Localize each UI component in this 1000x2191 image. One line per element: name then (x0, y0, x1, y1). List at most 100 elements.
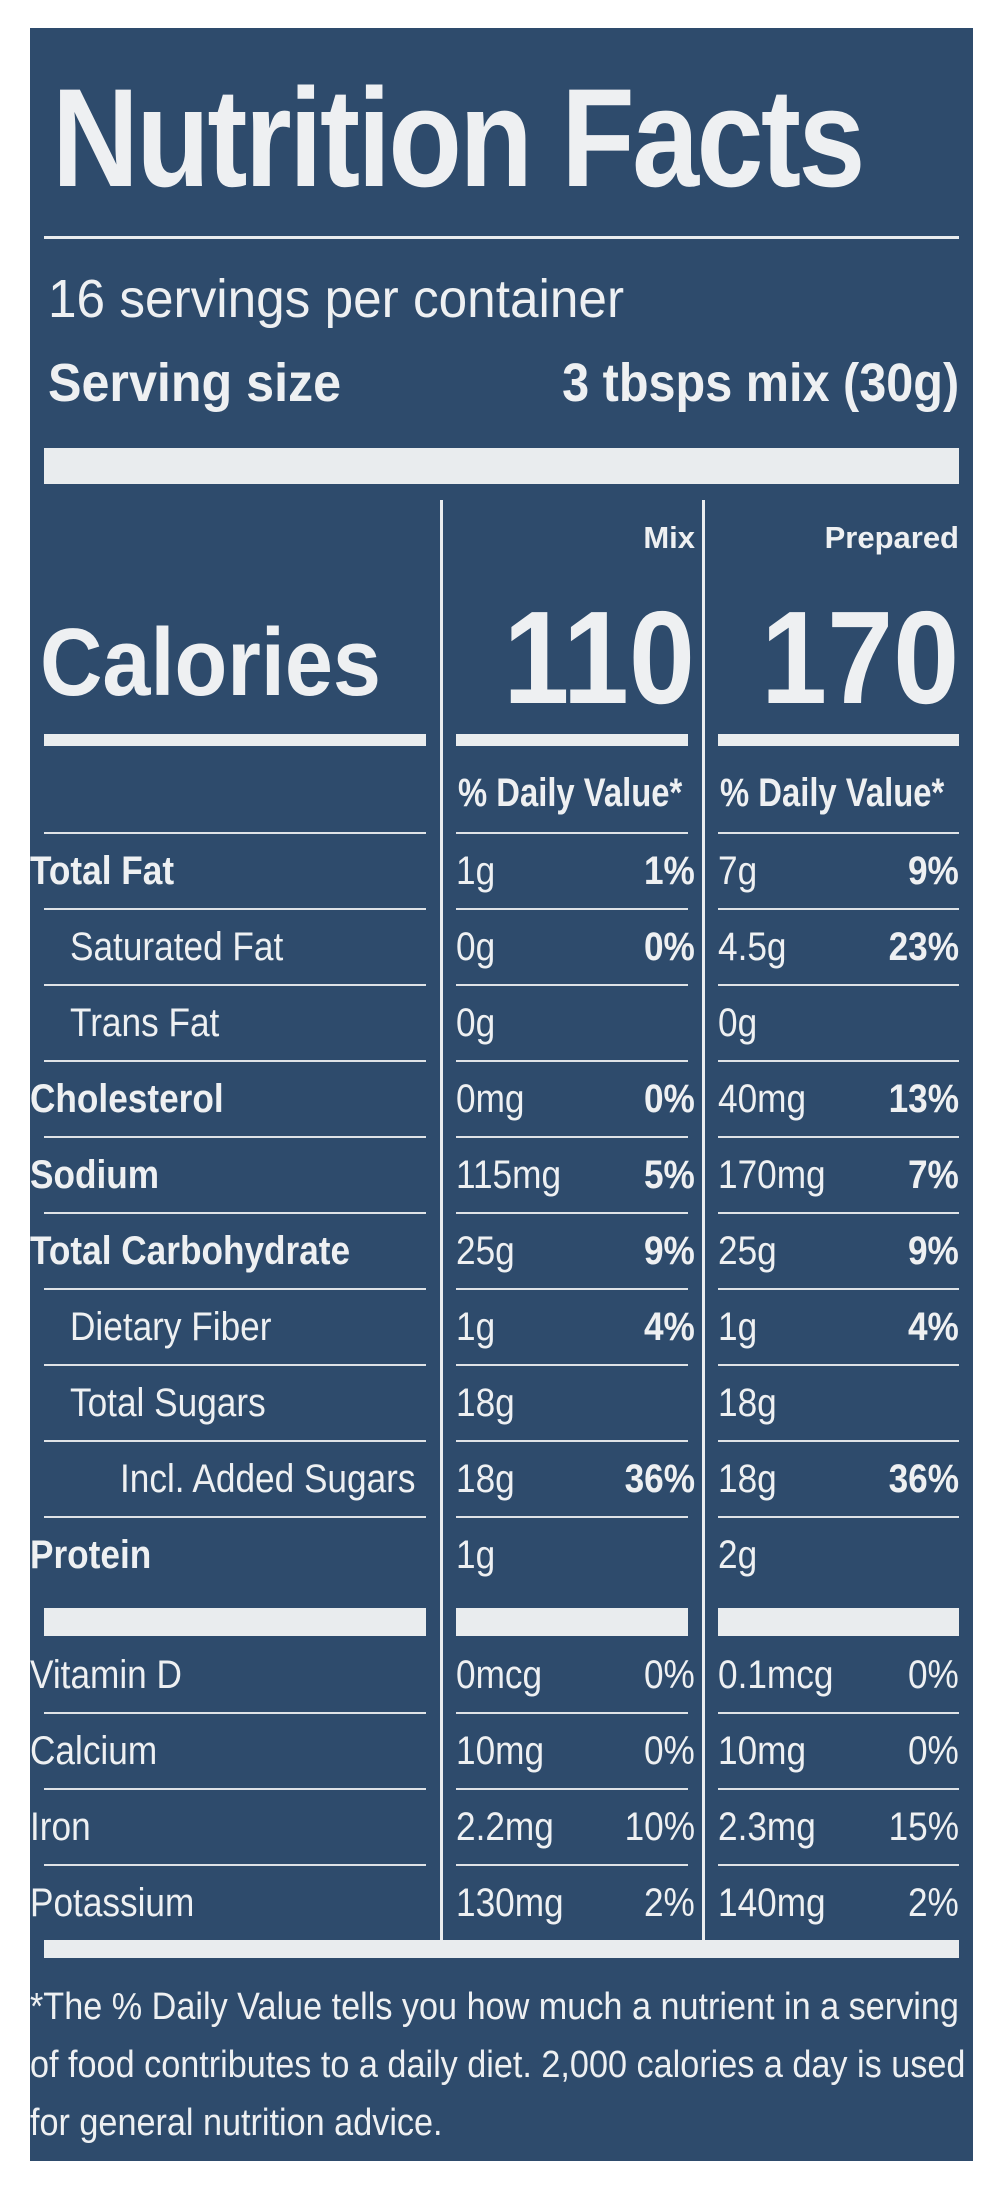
calories-prepared: 170 (760, 584, 959, 731)
serving-size-value: 3 tbsps mix (30g) (561, 353, 959, 413)
prepared-amount: 2.3mg (718, 1805, 816, 1849)
mix-amount: 0mcg (456, 1653, 543, 1697)
row-divider (44, 1212, 426, 1214)
row-divider (44, 908, 426, 910)
row-divider (456, 1712, 688, 1714)
mix-daily-value: 1% (644, 849, 695, 893)
row-divider (44, 1864, 426, 1866)
mix-daily-value: 0% (644, 1077, 695, 1121)
prepared-column-header: Prepared (824, 520, 959, 555)
vitamin-divider-bar-prepared (718, 1608, 959, 1636)
row-divider (718, 908, 959, 910)
daily-value-header-prepared: % Daily Value* (720, 771, 945, 815)
nutrient-name: Total Carbohydrate (30, 1229, 351, 1273)
mix-daily-value: 0% (644, 925, 695, 969)
row-divider (44, 1136, 426, 1138)
nutrient-name: Saturated Fat (70, 925, 284, 969)
row-divider (44, 984, 426, 986)
prepared-daily-value: 4% (908, 1305, 959, 1349)
footnote-line-1: *The % Daily Value tells you how much a … (30, 1986, 959, 2028)
row-divider (456, 984, 688, 986)
row-divider (456, 1212, 688, 1214)
row-divider (456, 1788, 688, 1790)
calories-divider-label (44, 734, 426, 746)
mix-amount: 10mg (456, 1729, 545, 1773)
row-divider (718, 984, 959, 986)
prepared-daily-value: 9% (908, 849, 959, 893)
mix-amount: 18g (456, 1457, 515, 1501)
mix-amount: 0g (456, 1001, 496, 1045)
prepared-amount: 1g (718, 1305, 758, 1349)
calories-mix: 110 (503, 584, 695, 731)
label-title: Nutrition Facts (52, 59, 865, 216)
row-divider (44, 1060, 426, 1062)
nutrient-name: Total Fat (30, 849, 175, 893)
nutrient-name: Cholesterol (30, 1077, 224, 1121)
prepared-daily-value: 0% (908, 1729, 959, 1773)
prepared-amount: 0.1mcg (718, 1653, 834, 1697)
nutrient-name: Potassium (30, 1881, 195, 1925)
nutrient-name: Sodium (30, 1153, 160, 1197)
prepared-column-divider (702, 500, 705, 1940)
row-divider (44, 1712, 426, 1714)
row-divider (456, 908, 688, 910)
prepared-daily-value: 23% (888, 925, 959, 969)
row-divider (44, 832, 426, 834)
prepared-daily-value: 0% (908, 1653, 959, 1697)
mix-daily-value: 4% (644, 1305, 695, 1349)
row-divider (718, 1440, 959, 1442)
mix-amount: 1g (456, 1305, 496, 1349)
row-divider (718, 1212, 959, 1214)
row-divider (456, 1288, 688, 1290)
nutrient-name: Protein (30, 1533, 152, 1577)
serving-size-label: Serving size (48, 353, 342, 413)
row-divider (718, 1516, 959, 1518)
row-divider (44, 1288, 426, 1290)
prepared-daily-value: 7% (908, 1153, 959, 1197)
row-divider (456, 1516, 688, 1518)
mix-amount: 1g (456, 849, 496, 893)
mix-daily-value: 2% (644, 1881, 695, 1925)
mix-daily-value: 10% (624, 1805, 695, 1849)
row-divider (44, 1516, 426, 1518)
nutrition-facts-panel: Nutrition Facts 16 servings per containe… (30, 28, 973, 2161)
row-divider (44, 1788, 426, 1790)
mix-amount: 1g (456, 1533, 496, 1577)
mix-column-divider (440, 500, 443, 1940)
row-divider (456, 1136, 688, 1138)
prepared-amount: 4.5g (718, 925, 787, 969)
footnote-line-2: of food contributes to a daily diet. 2,0… (30, 2044, 966, 2086)
mix-daily-value: 5% (644, 1153, 695, 1197)
mix-daily-value: 36% (624, 1457, 695, 1501)
footnote-line-3: for general nutrition advice. (30, 2102, 443, 2144)
prepared-amount: 2g (718, 1533, 758, 1577)
prepared-amount: 40mg (718, 1077, 807, 1121)
prepared-amount: 7g (718, 849, 758, 893)
prepared-daily-value: 13% (888, 1077, 959, 1121)
thick-divider-bottom (44, 1940, 959, 1958)
prepared-amount: 25g (718, 1229, 777, 1273)
row-divider (718, 832, 959, 834)
nutrient-name: Dietary Fiber (70, 1305, 272, 1349)
nutrient-name: Incl. Added Sugars (120, 1457, 416, 1501)
mix-daily-value: 0% (644, 1729, 695, 1773)
prepared-amount: 18g (718, 1457, 777, 1501)
nutrient-name: Trans Fat (70, 1001, 220, 1045)
row-divider (44, 1440, 426, 1442)
mix-amount: 0mg (456, 1077, 525, 1121)
mix-column-header: Mix (643, 520, 695, 555)
row-divider (44, 1364, 426, 1366)
vitamin-divider-bar-mix (456, 1608, 688, 1636)
mix-amount: 115mg (456, 1153, 562, 1197)
prepared-daily-value: 15% (888, 1805, 959, 1849)
row-divider (718, 1712, 959, 1714)
nutrient-name: Total Sugars (70, 1381, 266, 1425)
mix-amount: 18g (456, 1381, 515, 1425)
row-divider (718, 1788, 959, 1790)
mix-daily-value: 0% (644, 1653, 695, 1697)
prepared-amount: 18g (718, 1381, 777, 1425)
calories-divider-prepared (718, 734, 959, 746)
mix-amount: 130mg (456, 1881, 564, 1925)
prepared-daily-value: 9% (908, 1229, 959, 1273)
nutrient-name: Vitamin D (30, 1653, 182, 1697)
